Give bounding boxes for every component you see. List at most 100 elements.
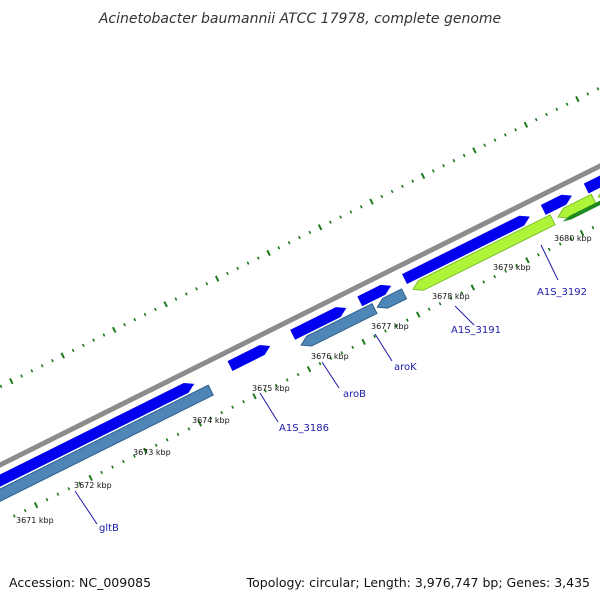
outer-tick-mark xyxy=(256,256,260,260)
feature-tracks xyxy=(0,175,600,502)
inner-tick-mark xyxy=(395,323,398,328)
outer-tick-mark xyxy=(534,117,538,122)
outer-tick-mark xyxy=(277,246,281,250)
inner-tick-mark xyxy=(493,274,497,279)
outer-tick-mark xyxy=(174,297,178,301)
outer-tick-mark xyxy=(411,179,415,183)
outer-tick-mark xyxy=(317,224,323,231)
cds-forward-arrow xyxy=(402,215,530,284)
gene-labels: gltB A1S_3186 aroB aroK A1S_3191 A1S_3192 xyxy=(74,244,587,534)
tick-label: 3679 kbp xyxy=(493,263,531,272)
inner-tick-ring xyxy=(12,225,595,518)
inner-tick-mark xyxy=(515,264,518,268)
inner-tick-mark xyxy=(78,481,82,486)
outer-tick-mark xyxy=(493,138,497,142)
outer-tick-mark xyxy=(328,220,332,224)
outer-tick-mark xyxy=(9,378,14,385)
cds-reverse-arrow xyxy=(0,384,214,502)
inner-tick-mark xyxy=(405,318,409,322)
outer-tick-mark xyxy=(154,307,157,312)
outer-tick-mark xyxy=(266,249,271,257)
outer-tick-mark xyxy=(184,292,188,296)
inner-tick-mark xyxy=(525,257,530,264)
gene-label: aroK xyxy=(394,362,417,373)
outer-tick-mark xyxy=(226,271,229,276)
tick-label: 3672 kbp xyxy=(74,481,112,490)
inner-tick-mark xyxy=(579,229,585,237)
outer-tick-mark xyxy=(60,352,65,359)
cds-forward-arrow xyxy=(583,175,600,194)
outer-tick-mark xyxy=(205,282,209,286)
gene-leader-line xyxy=(374,333,393,362)
inner-tick-mark xyxy=(165,438,169,442)
outer-tick-mark xyxy=(380,194,384,199)
outer-tick-mark xyxy=(586,92,590,96)
gene-leader-line xyxy=(540,244,559,281)
outer-tick-mark xyxy=(51,358,54,363)
outer-tick-mark xyxy=(523,121,529,128)
inner-tick-mark xyxy=(329,356,333,360)
rna-feature-arrow xyxy=(412,214,556,291)
inner-tick-mark xyxy=(45,497,49,502)
outer-tick-mark xyxy=(298,235,301,240)
gene-leader-line xyxy=(454,305,475,326)
inner-tick-mark xyxy=(56,492,60,496)
tick-label: 3675 kbp xyxy=(252,384,290,393)
inner-tick-mark xyxy=(209,416,213,420)
inner-tick-mark xyxy=(176,432,180,437)
gene-label: gltB xyxy=(99,523,119,534)
tick-label: 3680 kbp xyxy=(554,234,592,243)
outer-tick-mark xyxy=(20,374,23,378)
inner-tick-mark xyxy=(143,447,148,454)
inner-tick-mark xyxy=(111,465,114,469)
inner-tick-mark xyxy=(438,302,442,306)
outer-tick-mark xyxy=(483,143,487,147)
inner-tick-mark xyxy=(285,378,289,382)
inner-tick-mark xyxy=(122,459,125,464)
inner-tick-mark xyxy=(373,334,376,339)
outer-tick-mark xyxy=(565,102,569,106)
outer-tick-mark xyxy=(462,153,466,158)
outer-tick-mark xyxy=(214,275,220,282)
outer-tick-mark xyxy=(92,338,96,342)
inner-tick-mark xyxy=(252,393,257,400)
gene-leader-line xyxy=(321,361,340,389)
gene-leader-line xyxy=(259,392,279,423)
rna-feature-arrow-dark xyxy=(562,200,600,222)
outer-tick-mark xyxy=(596,87,600,91)
outer-tick-ring xyxy=(0,87,600,388)
outer-tick-mark xyxy=(514,128,518,132)
outer-tick-mark xyxy=(246,261,250,265)
inner-tick-mark xyxy=(482,280,486,284)
tick-label: 3676 kbp xyxy=(311,352,349,361)
outer-tick-mark xyxy=(0,384,3,388)
inner-tick-mark xyxy=(460,291,464,295)
outer-tick-mark xyxy=(287,240,291,245)
outer-tick-mark xyxy=(452,158,456,163)
inner-tick-mark xyxy=(296,372,300,377)
inner-tick-mark xyxy=(361,338,366,346)
tick-label: 3674 kbp xyxy=(192,416,230,425)
outer-tick-mark xyxy=(308,230,312,235)
tick-label: 3677 kbp xyxy=(371,322,409,331)
outer-tick-mark xyxy=(431,169,435,173)
inner-tick-mark xyxy=(154,443,158,447)
outer-tick-mark xyxy=(401,184,404,188)
cds-reverse-arrow xyxy=(300,302,378,347)
inner-tick-mark xyxy=(263,389,267,393)
outer-tick-mark xyxy=(359,205,363,209)
outer-tick-mark xyxy=(111,326,117,334)
outer-tick-mark xyxy=(40,364,44,368)
cds-forward-arrow xyxy=(540,194,572,215)
gene-leader-line xyxy=(74,490,98,525)
gene-label: A1S_3191 xyxy=(451,325,501,336)
outer-tick-mark xyxy=(472,147,477,154)
inner-tick-mark xyxy=(231,405,235,409)
inner-tick-mark xyxy=(197,420,203,427)
cds-forward-arrow xyxy=(227,345,271,371)
inner-tick-mark xyxy=(88,474,93,482)
accession-text: Accession: NC_009085 xyxy=(9,575,151,590)
outer-tick-mark xyxy=(123,323,126,327)
outer-tick-mark xyxy=(81,343,85,347)
